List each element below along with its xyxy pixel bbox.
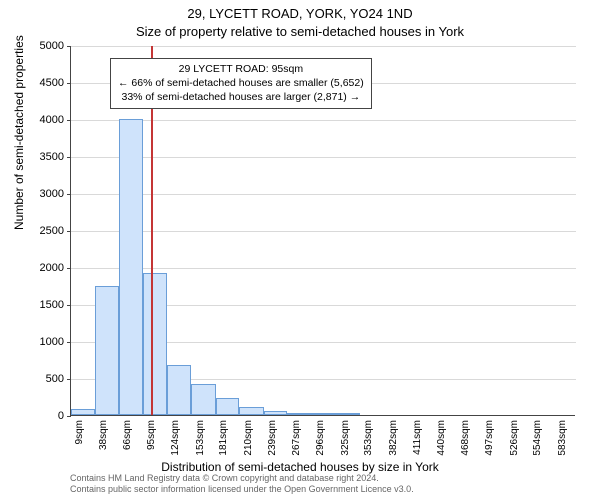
footer-attribution: Contains HM Land Registry data © Crown c… <box>70 473 414 496</box>
xtick-label: 497sqm <box>484 420 495 456</box>
xtick-label: 181sqm <box>218 420 229 456</box>
xtick-label: 210sqm <box>243 420 254 456</box>
xtick-label: 382sqm <box>388 420 399 456</box>
ytick-mark <box>67 46 71 47</box>
histogram-bar <box>191 384 215 415</box>
xtick-label: 66sqm <box>122 420 133 450</box>
xtick-label: 153sqm <box>195 420 206 456</box>
xtick-label: 38sqm <box>98 420 109 450</box>
ytick-mark <box>67 157 71 158</box>
histogram-bar <box>143 273 167 415</box>
xtick-label: 353sqm <box>363 420 374 456</box>
histogram-bar <box>216 398 240 415</box>
xtick-label: 267sqm <box>291 420 302 456</box>
histogram-bar <box>71 409 95 415</box>
histogram-bar <box>287 413 311 415</box>
ytick-label: 1500 <box>24 299 64 311</box>
xtick-label: 468sqm <box>460 420 471 456</box>
ytick-label: 2500 <box>24 225 64 237</box>
xtick-label: 440sqm <box>436 420 447 456</box>
histogram-bar <box>336 413 360 415</box>
ytick-mark <box>67 268 71 269</box>
histogram-bar <box>95 286 119 416</box>
ytick-mark <box>67 83 71 84</box>
gridline <box>71 231 576 232</box>
annotation-line2: ← 66% of semi-detached houses are smalle… <box>118 76 364 90</box>
xtick-label: 9sqm <box>74 420 85 444</box>
ytick-label: 4500 <box>24 77 64 89</box>
ytick-mark <box>67 194 71 195</box>
y-axis-label: Number of semi-detached properties <box>12 35 26 230</box>
ytick-mark <box>67 120 71 121</box>
gridline <box>71 268 576 269</box>
annotation-line3: 33% of semi-detached houses are larger (… <box>118 90 364 104</box>
annotation-line1: 29 LYCETT ROAD: 95sqm <box>118 62 364 76</box>
ytick-mark <box>67 305 71 306</box>
gridline <box>71 46 576 47</box>
ytick-label: 0 <box>24 410 64 422</box>
gridline <box>71 157 576 158</box>
histogram-bar <box>167 365 191 415</box>
ytick-label: 1000 <box>24 336 64 348</box>
xtick-label: 526sqm <box>509 420 520 456</box>
ytick-mark <box>67 342 71 343</box>
xtick-label: 95sqm <box>146 420 157 450</box>
xtick-label: 583sqm <box>557 420 568 456</box>
footer-line2: Contains public sector information licen… <box>70 484 414 496</box>
xtick-label: 411sqm <box>412 420 423 455</box>
ytick-label: 5000 <box>24 40 64 52</box>
ytick-label: 500 <box>24 373 64 385</box>
ytick-label: 3000 <box>24 188 64 200</box>
chart-container: 29, LYCETT ROAD, YORK, YO24 1ND Size of … <box>0 0 600 500</box>
annotation-box: 29 LYCETT ROAD: 95sqm ← 66% of semi-deta… <box>110 58 372 109</box>
histogram-bar <box>264 411 288 415</box>
xtick-label: 239sqm <box>267 420 278 456</box>
ytick-label: 3500 <box>24 151 64 163</box>
ytick-mark <box>67 231 71 232</box>
histogram-bar <box>312 413 336 415</box>
footer-line1: Contains HM Land Registry data © Crown c… <box>70 473 414 485</box>
ytick-label: 2000 <box>24 262 64 274</box>
xtick-label: 124sqm <box>170 420 181 456</box>
xtick-label: 296sqm <box>315 420 326 456</box>
ytick-mark <box>67 379 71 380</box>
xtick-label: 325sqm <box>340 420 351 456</box>
chart-title-subtitle: Size of property relative to semi-detach… <box>0 24 600 39</box>
ytick-mark <box>67 416 71 417</box>
histogram-bar <box>239 407 263 415</box>
gridline <box>71 120 576 121</box>
histogram-bar <box>119 119 143 415</box>
chart-title-address: 29, LYCETT ROAD, YORK, YO24 1ND <box>0 6 600 21</box>
chart-area: 29 LYCETT ROAD: 95sqm ← 66% of semi-deta… <box>70 46 575 416</box>
gridline <box>71 194 576 195</box>
xtick-label: 554sqm <box>532 420 543 456</box>
ytick-label: 4000 <box>24 114 64 126</box>
